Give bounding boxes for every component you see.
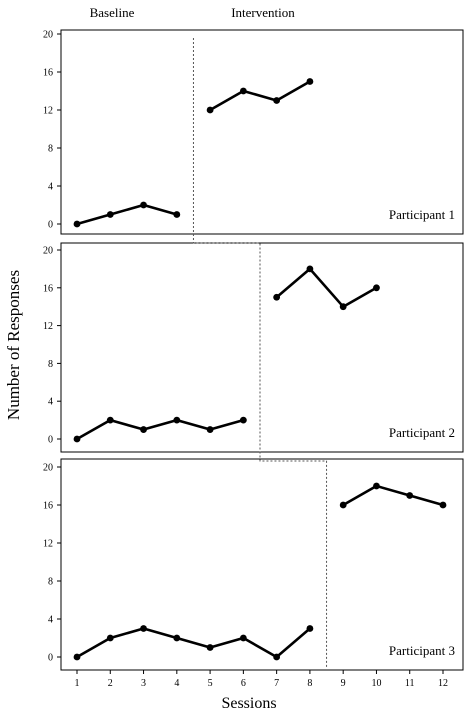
phase-label-baseline: Baseline <box>90 5 135 20</box>
y-tick-label: 12 <box>43 106 53 117</box>
baseline-point <box>106 211 114 218</box>
y-tick-label: 4 <box>48 615 53 626</box>
panel-frame-1 <box>60 29 464 235</box>
baseline-point <box>173 416 181 424</box>
intervention-point <box>406 492 414 499</box>
phase-change-line <box>192 38 328 667</box>
baseline-point <box>206 426 214 433</box>
y-tick-label: 16 <box>43 501 53 512</box>
panel-frame-3 <box>60 458 464 671</box>
baseline-point <box>73 435 81 443</box>
intervention-line-p2 <box>275 267 378 309</box>
x-tick-label: 1 <box>75 678 80 689</box>
baseline-point <box>73 653 81 661</box>
y-tick-label: 0 <box>48 653 53 664</box>
y-axis-label: Number of Responses <box>4 270 23 420</box>
intervention-line-p3 <box>342 484 444 507</box>
baseline-point <box>239 634 247 642</box>
y-tick-label: 8 <box>48 144 53 155</box>
baseline-point <box>306 625 314 632</box>
y-tick-label: 20 <box>43 463 53 474</box>
x-tick-label: 2 <box>108 678 113 689</box>
intervention-point <box>373 482 380 490</box>
x-tick-label: 4 <box>174 678 179 689</box>
y-tick-label: 4 <box>48 397 53 408</box>
x-tick-label: 5 <box>208 678 213 689</box>
intervention-point <box>339 501 347 509</box>
participant-label: Participant 1 <box>389 207 455 222</box>
y-tick-label: 4 <box>48 182 53 193</box>
intervention-point <box>339 303 347 311</box>
data-series: Participant 1 Participant 2 Participant 3 <box>73 78 455 661</box>
baseline-line-p1 <box>76 203 178 226</box>
intervention-line-p1 <box>209 80 311 112</box>
y-tick-label: 0 <box>48 220 53 231</box>
baseline-point <box>239 416 247 424</box>
baseline-point <box>273 653 281 661</box>
baseline-point <box>106 634 114 642</box>
baseline-point <box>140 201 147 209</box>
x-tick-label: 3 <box>141 678 146 689</box>
y-tick-label: 12 <box>43 539 53 550</box>
participant-label: Participant 3 <box>389 643 455 658</box>
baseline-point <box>73 220 81 228</box>
y-tick-label: 20 <box>43 30 53 41</box>
baseline-point <box>140 625 147 632</box>
intervention-point <box>273 97 281 104</box>
intervention-point <box>373 284 380 292</box>
intervention-point <box>206 106 214 114</box>
phase-label-intervention: Intervention <box>231 5 295 20</box>
y-tick-label: 20 <box>43 246 53 257</box>
panel-frame-2 <box>60 242 464 453</box>
x-tick-label: 8 <box>307 678 312 689</box>
x-tick-label: 10 <box>371 678 381 689</box>
baseline-point <box>206 644 214 651</box>
x-tick-label: 12 <box>438 678 448 689</box>
baseline-point <box>106 416 114 424</box>
intervention-point <box>239 87 247 95</box>
intervention-point <box>439 501 447 509</box>
panel-frames <box>60 29 464 671</box>
participant-label: Participant 2 <box>389 425 455 440</box>
y-tick-label: 12 <box>43 321 53 332</box>
x-axis-label: Sessions <box>221 695 276 712</box>
x-tick-label: 9 <box>341 678 346 689</box>
intervention-point <box>306 265 314 273</box>
x-tick-label: 6 <box>241 678 246 689</box>
baseline-line-p3 <box>76 627 311 659</box>
baseline-line-p2 <box>76 418 244 441</box>
intervention-point <box>273 293 281 301</box>
y-tick-label: 8 <box>48 359 53 370</box>
y-tick-label: 16 <box>43 68 53 79</box>
intervention-point <box>306 78 314 85</box>
y-tick-label: 0 <box>48 435 53 446</box>
baseline-point <box>173 634 181 642</box>
x-tick-label: 11 <box>405 678 415 689</box>
y-tick-label: 16 <box>43 283 53 294</box>
phase-change-lines <box>192 38 328 667</box>
x-tick-label: 7 <box>274 678 279 689</box>
y-tick-label: 8 <box>48 577 53 588</box>
baseline-point <box>140 426 147 433</box>
baseline-point <box>173 211 181 218</box>
